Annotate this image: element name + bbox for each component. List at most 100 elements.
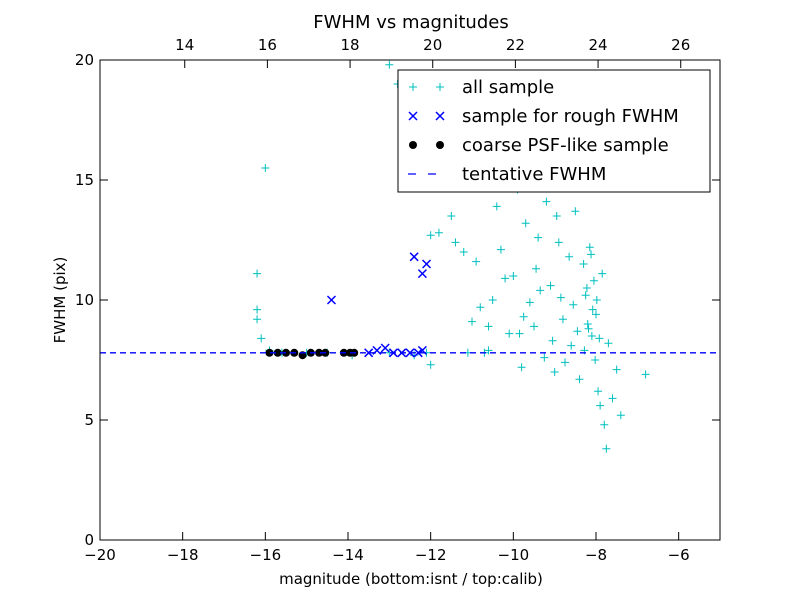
legend-label: all sample: [462, 77, 554, 98]
all-sample-point: [530, 322, 538, 331]
all-sample-point: [589, 276, 598, 285]
all-sample-point: [521, 219, 530, 228]
y-axis-label: FWHM (pix): [51, 257, 69, 344]
all-sample-point: [496, 245, 505, 254]
y-tick-label: 15: [75, 171, 94, 189]
all-sample-point: [585, 243, 594, 252]
top-tick-label: 14: [175, 36, 194, 54]
rough-fwhm-point: [409, 252, 419, 262]
all-sample-point: [558, 315, 567, 324]
all-sample-point: [532, 264, 541, 273]
all-sample-point: [596, 401, 605, 410]
all-sample-point: [525, 298, 534, 307]
y-tick-label: 0: [84, 531, 94, 549]
all-sample-point: [546, 281, 555, 290]
all-sample-point: [600, 420, 609, 429]
x-tick-label: −18: [167, 546, 199, 564]
all-sample-point: [534, 233, 543, 242]
legend-label: sample for rough FWHM: [462, 106, 679, 127]
legend-marker-all-sample: [436, 83, 444, 91]
x-tick-label: −16: [250, 546, 282, 564]
all-sample-point: [426, 360, 435, 369]
all-sample-point: [592, 296, 601, 304]
all-sample-point: [536, 286, 545, 295]
legend-label: coarse PSF-like sample: [462, 135, 669, 156]
y-axis: 0 5 10 15 20: [75, 51, 720, 549]
legend: all sample sample for rough FWHM coarse PS…: [397, 69, 711, 193]
all-sample-point: [575, 375, 584, 384]
all-sample-point: [385, 60, 394, 69]
coarse-psf-point: [265, 348, 274, 357]
all-sample-point: [561, 358, 569, 367]
legend-marker-rough: [408, 111, 418, 121]
rough-fwhm-point: [326, 295, 336, 305]
x-tick-label: −6: [668, 546, 690, 564]
all-sample-point: [616, 411, 625, 420]
all-sample-point: [451, 238, 460, 247]
all-sample-point: [519, 312, 528, 321]
legend-box: [397, 69, 711, 193]
all-sample-point: [434, 228, 443, 237]
x-axis-top: 14 16 18 20 22 24 26: [175, 36, 690, 68]
all-sample-point: [579, 260, 588, 268]
all-sample-point: [567, 341, 576, 350]
all-sample-point: [582, 284, 591, 292]
legend-marker-coarse: [436, 141, 444, 149]
legend-marker-coarse: [409, 141, 417, 149]
y-tick-label: 10: [75, 291, 94, 309]
all-sample-point: [501, 274, 510, 283]
all-sample-point: [552, 212, 561, 220]
all-sample-point: [542, 197, 551, 206]
top-tick-label: 24: [589, 36, 608, 54]
y-tick-label: 20: [75, 51, 94, 69]
legend-marker-all-sample: [409, 83, 417, 91]
chart-title: FWHM vs magnitudes: [313, 12, 508, 33]
all-sample-point: [468, 317, 476, 326]
all-sample-point: [515, 329, 524, 338]
x-tick-label: −14: [332, 546, 364, 564]
all-sample-point: [253, 315, 262, 324]
all-sample-point: [641, 370, 650, 379]
top-tick-label: 26: [671, 36, 690, 54]
all-sample-point: [602, 444, 611, 453]
x-axis-bottom: −20 −18 −16 −14 −12 −10 −8 −6: [84, 532, 690, 564]
all-sample-point: [587, 332, 596, 340]
all-sample-point: [253, 305, 262, 314]
y-tick-label: 5: [84, 411, 94, 429]
all-sample-point: [569, 300, 578, 309]
all-sample-point: [476, 303, 485, 312]
x-tick-label: −8: [585, 546, 607, 564]
top-tick-label: 20: [423, 36, 442, 54]
x-tick-label: −12: [415, 546, 447, 564]
all-sample-point: [612, 365, 621, 374]
all-sample-point: [583, 320, 592, 328]
all-sample-point: [540, 353, 549, 362]
all-sample-point: [505, 329, 514, 338]
x-tick-label: −20: [84, 546, 116, 564]
all-sample-point: [472, 257, 481, 266]
all-sample-point: [257, 334, 266, 343]
all-sample-point: [492, 202, 501, 211]
all-sample-point: [554, 238, 563, 247]
all-sample-point: [484, 322, 493, 331]
all-sample-point: [459, 248, 468, 256]
rough-fwhm-point: [380, 343, 390, 353]
all-sample-point: [594, 387, 603, 396]
all-sample-point: [550, 368, 559, 376]
all-sample-point: [595, 334, 604, 343]
all-sample-point: [592, 310, 600, 319]
all-sample-point: [571, 207, 580, 216]
all-sample-point: [565, 252, 574, 261]
rough-fwhm-point: [417, 269, 427, 279]
rough-fwhm-point: [422, 259, 432, 269]
all-sample-point: [587, 250, 596, 259]
all-sample-point: [598, 269, 607, 278]
all-sample-point: [584, 324, 593, 333]
top-tick-label: 18: [341, 36, 360, 54]
all-sample-point: [426, 231, 435, 240]
all-sample-point: [588, 305, 597, 314]
all-sample-point: [484, 346, 493, 355]
all-sample-point: [581, 291, 590, 300]
all-sample-point: [604, 339, 613, 348]
